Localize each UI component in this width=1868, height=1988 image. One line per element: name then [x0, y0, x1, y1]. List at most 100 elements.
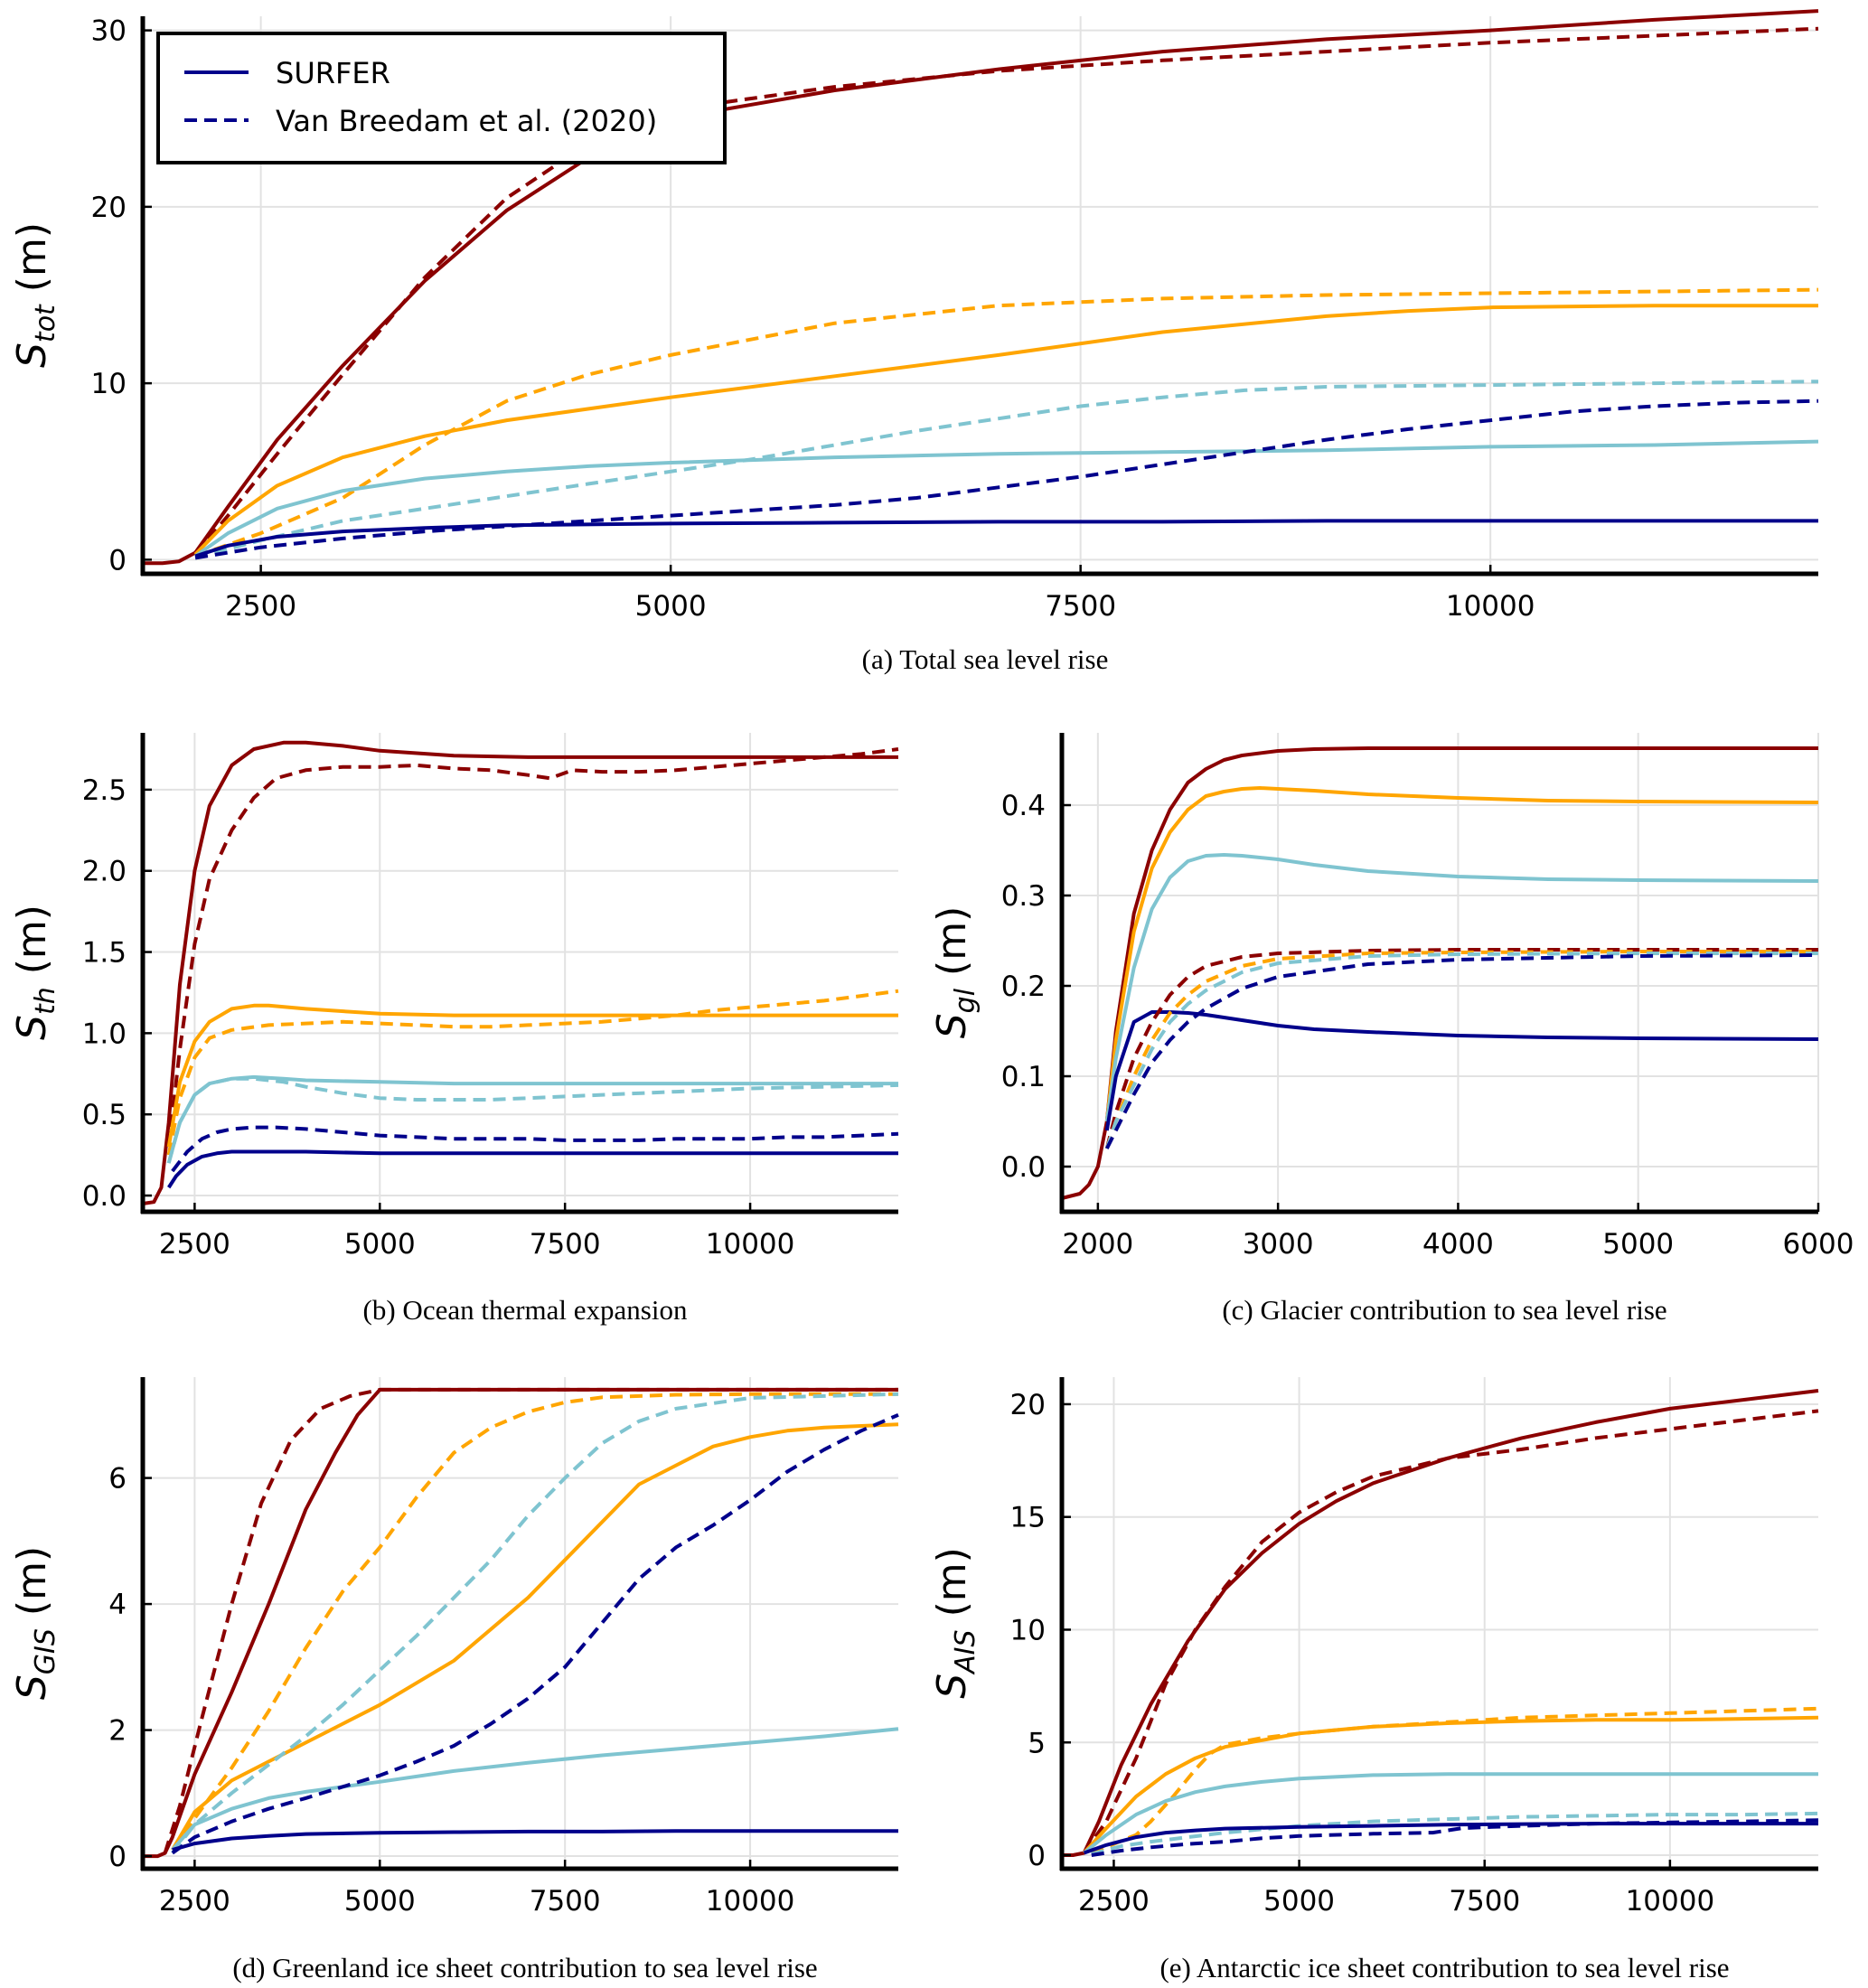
y-tick-label: 0.0	[1001, 1151, 1046, 1184]
series-line-darkred-solid	[142, 740, 898, 1205]
x-tick-label: 10000	[706, 1885, 795, 1918]
y-tick-label: 0.1	[1001, 1061, 1046, 1093]
x-tick-label: 10000	[1446, 590, 1535, 623]
y-tick-label: 0.4	[1001, 790, 1046, 822]
x-tick-label: 5000	[635, 590, 707, 623]
x-tick-label: 10000	[1626, 1885, 1715, 1918]
series-line-lightblue-dashed	[1091, 1811, 1819, 1856]
legend-box	[156, 32, 727, 164]
panel-caption: (d) Greenland ice sheet contribution to …	[232, 1952, 817, 1983]
y-tick-label: 20	[1010, 1389, 1046, 1421]
y-tick-label: 2	[108, 1715, 127, 1748]
series-line-navy-dashed	[171, 1412, 899, 1855]
series-line-navy-solid	[172, 1829, 898, 1852]
series-line-darkred-dashed	[1082, 1409, 1819, 1854]
panel-ocean-thermal-expansion: 2500 5000 7500 10000 0.0 0.5 1.0 1.5 2.0 2.5 Sth (…	[9, 733, 899, 1326]
y-tick-label: 0	[108, 544, 127, 577]
x-tick-label: 7500	[1045, 590, 1116, 623]
legend-label-van-breedam: Van Breedam et al. (2020)	[276, 104, 657, 138]
series-line-darkred-dashed	[1104, 948, 1818, 1149]
series-line-orange-dashed	[171, 1392, 898, 1852]
x-tick-label: 7500	[1449, 1885, 1520, 1918]
series-line-darkred-dashed	[166, 747, 899, 1148]
series-line-darkred-solid	[1061, 746, 1818, 1200]
panel-total-sea-level-rise: 2500 5000 7500 10000 0 10 20 30 Stot (m) (a) Tota…	[9, 9, 1819, 675]
y-tick-label: 1.5	[82, 937, 127, 970]
y-tick-label: 0	[108, 1841, 127, 1873]
y-tick-label: 2.5	[82, 774, 127, 807]
x-tick-label: 4000	[1422, 1228, 1494, 1261]
y-axis-label: Stot (m)	[9, 222, 61, 368]
series-line-lightblue-dashed	[1104, 952, 1818, 1149]
panel-antarctic-ice-sheet: 2500 5000 7500 10000 0 5 10 15 20 SAIS (m) (e) Ant…	[929, 1377, 1819, 1983]
series-line-navy-dashed	[171, 1125, 899, 1173]
y-axis-label: SAIS (m)	[929, 1547, 981, 1699]
legend-label-surfer: SURFER	[276, 56, 390, 90]
y-tick-label: 10	[1010, 1614, 1046, 1646]
x-tick-label: 2500	[159, 1228, 230, 1261]
y-tick-label: 0.0	[82, 1180, 127, 1213]
y-axis-label: Sgl (m)	[929, 906, 981, 1039]
series-line-lightblue-solid	[1104, 853, 1819, 1122]
y-tick-label: 5	[1028, 1727, 1046, 1759]
series-line-navy-dashed	[1091, 1818, 1819, 1857]
series-line-orange-dashed	[1104, 950, 1818, 1149]
x-tick-label: 2500	[159, 1885, 230, 1918]
series-line-orange-solid	[193, 304, 1818, 556]
series-line-orange-solid	[166, 1003, 898, 1148]
x-tick-label: 10000	[706, 1228, 795, 1261]
series-line-navy-solid	[194, 519, 1818, 558]
series-line-lightblue-solid	[1083, 1772, 1818, 1855]
y-tick-label: 4	[108, 1589, 127, 1621]
y-tick-label: 0.2	[1001, 971, 1046, 1003]
series-line-darkred-solid	[1062, 1389, 1819, 1857]
series-line-darkred-solid	[143, 9, 1819, 566]
x-tick-label: 5000	[344, 1885, 416, 1918]
y-tick-label: 0.3	[1001, 880, 1046, 913]
y-tick-label: 0	[1028, 1840, 1046, 1872]
y-axis-label: SGIS (m)	[9, 1546, 61, 1700]
x-tick-label: 5000	[1602, 1228, 1674, 1261]
panel-greenland-ice-sheet: 2500 5000 7500 10000 0 2 4 6 SGIS (m) (d) Greenla…	[9, 1377, 899, 1983]
series-line-orange-solid	[1104, 786, 1819, 1122]
x-tick-label: 2000	[1062, 1228, 1133, 1261]
series-line-darkred-dashed	[163, 1387, 898, 1854]
x-tick-label: 7500	[530, 1885, 601, 1918]
panel-caption: (c) Glacier contribution to sea level ri…	[1222, 1294, 1666, 1326]
series-line-orange-solid	[171, 1422, 899, 1852]
panel-caption: (e) Antarctic ice sheet contribution to …	[1159, 1952, 1729, 1983]
x-tick-label: 6000	[1783, 1228, 1854, 1261]
x-tick-label: 3000	[1243, 1228, 1314, 1261]
series-line-lightblue-dashed	[194, 380, 1819, 560]
series-line-darkred-solid	[143, 1387, 898, 1859]
y-tick-label: 20	[91, 192, 127, 224]
y-tick-label: 30	[91, 15, 127, 48]
series-line-orange-dashed	[194, 287, 1819, 558]
x-tick-label: 7500	[530, 1228, 601, 1261]
panel-glacier-contribution: 2000 3000 4000 5000 6000 0.0 0.1 0.2 0.3 0.4 Sgl (…	[929, 733, 1854, 1326]
series-line-orange-dashed	[166, 989, 899, 1156]
y-tick-label: 1.0	[82, 1017, 127, 1050]
series-line-orange-solid	[1083, 1715, 1819, 1854]
x-tick-label: 2500	[225, 590, 296, 623]
series-line-lightblue-dashed	[171, 1392, 899, 1854]
y-tick-label: 6	[108, 1463, 127, 1496]
series-line-lightblue-solid	[193, 439, 1819, 558]
series-line-navy-dashed	[1105, 953, 1819, 1149]
series-line-lightblue-solid	[171, 1727, 899, 1852]
x-tick-label: 5000	[344, 1228, 416, 1261]
y-tick-label: 2.0	[82, 856, 127, 888]
series-line-orange-dashed	[1091, 1706, 1819, 1855]
series-line-lightblue-dashed	[166, 1076, 899, 1164]
panel-caption: (b) Ocean thermal expansion	[363, 1294, 688, 1326]
y-tick-label: 10	[91, 368, 127, 400]
series-line-navy-dashed	[194, 399, 1819, 560]
panel-caption: (a) Total sea level rise	[862, 643, 1109, 675]
y-axis-label: Sth (m)	[9, 905, 61, 1040]
series-line-navy-solid	[1104, 1010, 1819, 1131]
x-tick-label: 5000	[1263, 1885, 1335, 1918]
legend: SURFER Van Breedam et al. (2020)	[156, 32, 727, 164]
y-tick-label: 0.5	[82, 1099, 127, 1131]
series-line-navy-solid	[167, 1149, 898, 1189]
